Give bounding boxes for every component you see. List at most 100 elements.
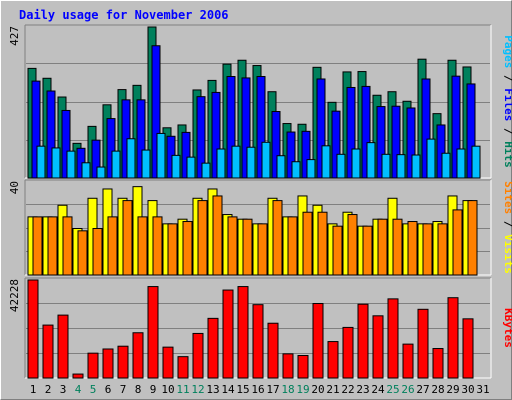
bar-files-day-17 xyxy=(271,111,281,179)
legend-entry-pages: Pages xyxy=(502,35,512,68)
bar-files-day-12 xyxy=(196,96,206,179)
bar-sites-day-3 xyxy=(62,216,73,276)
bar-pages-day-28 xyxy=(441,152,451,179)
bar-kbytes-day-28 xyxy=(432,348,444,379)
bar-files-day-8 xyxy=(136,99,146,179)
bar-sites-day-20 xyxy=(317,211,328,276)
bar-pages-day-16 xyxy=(261,141,271,179)
bar-sites-day-22 xyxy=(347,214,358,276)
day-label-17: 17 xyxy=(266,383,279,396)
bar-pages-day-22 xyxy=(351,148,361,179)
day-label-22: 22 xyxy=(341,383,354,396)
bar-kbytes-day-5 xyxy=(87,352,99,379)
bar-sites-day-12 xyxy=(197,200,208,276)
legend-entry-kbytes: KBytes xyxy=(502,308,512,348)
bar-kbytes-day-10 xyxy=(162,346,174,379)
bar-pages-day-2 xyxy=(51,147,61,179)
bar-kbytes-day-21 xyxy=(327,341,339,379)
bar-sites-day-15 xyxy=(242,218,253,276)
bar-files-day-27 xyxy=(421,78,431,179)
bar-files-day-22 xyxy=(346,86,356,179)
bar-sites-day-17 xyxy=(272,200,283,276)
bar-sites-day-28 xyxy=(437,223,448,276)
bar-pages-day-4 xyxy=(81,162,91,179)
bar-pages-day-19 xyxy=(306,159,316,179)
bar-kbytes-day-1 xyxy=(27,279,39,379)
day-label-18: 18 xyxy=(281,383,294,396)
day-label-20: 20 xyxy=(311,383,324,396)
bar-kbytes-day-20 xyxy=(312,303,324,379)
legend-entry-hits: Hits xyxy=(502,141,512,168)
bar-files-day-26 xyxy=(406,107,416,179)
bar-files-day-9 xyxy=(151,45,161,179)
bar-kbytes-day-25 xyxy=(387,298,399,379)
day-label-7: 7 xyxy=(120,383,127,396)
day-label-15: 15 xyxy=(236,383,249,396)
bar-sites-day-8 xyxy=(137,216,148,276)
day-label-1: 1 xyxy=(30,383,37,396)
bar-files-day-30 xyxy=(466,83,476,179)
bar-pages-day-27 xyxy=(426,138,436,179)
bar-files-day-3 xyxy=(61,109,71,179)
bar-kbytes-day-3 xyxy=(57,314,69,379)
bar-files-day-28 xyxy=(436,124,446,179)
day-label-10: 10 xyxy=(161,383,174,396)
bar-pages-day-25 xyxy=(396,154,406,179)
legend-visits-sites: Sites / Visits xyxy=(502,181,512,274)
bar-pages-day-26 xyxy=(411,154,421,179)
bar-files-day-14 xyxy=(226,76,236,179)
bar-sites-day-5 xyxy=(92,228,103,276)
day-label-27: 27 xyxy=(416,383,429,396)
bar-files-day-1 xyxy=(31,80,41,179)
bar-pages-day-9 xyxy=(156,132,166,179)
bar-kbytes-day-22 xyxy=(342,326,354,379)
legend-entry-visits: Visits xyxy=(502,234,512,274)
bar-sites-day-6 xyxy=(107,216,118,276)
bar-files-day-24 xyxy=(376,106,386,179)
bar-pages-day-10 xyxy=(171,154,181,179)
bar-sites-day-7 xyxy=(122,200,133,276)
bar-kbytes-day-16 xyxy=(252,304,264,379)
day-label-25: 25 xyxy=(386,383,399,396)
bar-pages-day-20 xyxy=(321,145,331,179)
bar-sites-day-10 xyxy=(167,223,178,276)
bar-files-day-19 xyxy=(301,130,311,179)
bar-files-day-11 xyxy=(181,131,191,179)
bar-files-day-29 xyxy=(451,75,461,179)
bar-pages-day-3 xyxy=(66,150,76,179)
bar-pages-day-12 xyxy=(201,162,211,179)
day-label-8: 8 xyxy=(135,383,142,396)
legend-hits-files-pages: Pages / Files / Hits xyxy=(502,35,512,168)
bar-sites-day-21 xyxy=(332,225,343,276)
day-label-29: 29 xyxy=(446,383,459,396)
bar-kbytes-day-14 xyxy=(222,289,234,379)
bar-pages-day-1 xyxy=(36,145,46,179)
day-label-28: 28 xyxy=(431,383,444,396)
bar-sites-day-26 xyxy=(407,221,418,276)
bar-sites-day-13 xyxy=(212,195,223,276)
bar-sites-day-27 xyxy=(422,223,433,276)
day-label-21: 21 xyxy=(326,383,339,396)
legend-separator: / xyxy=(502,121,512,141)
bar-files-day-25 xyxy=(391,105,401,179)
legend-separator: / xyxy=(502,214,512,234)
bar-sites-day-18 xyxy=(287,216,298,276)
bar-sites-day-14 xyxy=(227,216,238,276)
bar-pages-day-6 xyxy=(111,150,121,179)
bar-pages-day-15 xyxy=(246,146,256,179)
day-label-12: 12 xyxy=(191,383,204,396)
bar-kbytes-day-13 xyxy=(207,317,219,379)
bar-kbytes-day-7 xyxy=(117,345,129,379)
day-label-4: 4 xyxy=(75,383,82,396)
day-label-24: 24 xyxy=(371,383,385,396)
bar-files-day-15 xyxy=(241,77,251,179)
x-axis-days: 1 2 3 4 5 6 7 8 9 10 11 12 13 14 15 16 17 18 19 20 21 22 23 24 2… xyxy=(30,383,490,396)
bar-kbytes-day-24 xyxy=(372,315,384,379)
bar-sites-day-24 xyxy=(377,218,388,276)
bar-sites-day-30 xyxy=(467,200,478,276)
bar-sites-day-19 xyxy=(302,211,313,276)
bar-files-day-23 xyxy=(361,85,371,179)
panel-kbytes: 42228 KBytes xyxy=(8,277,512,379)
